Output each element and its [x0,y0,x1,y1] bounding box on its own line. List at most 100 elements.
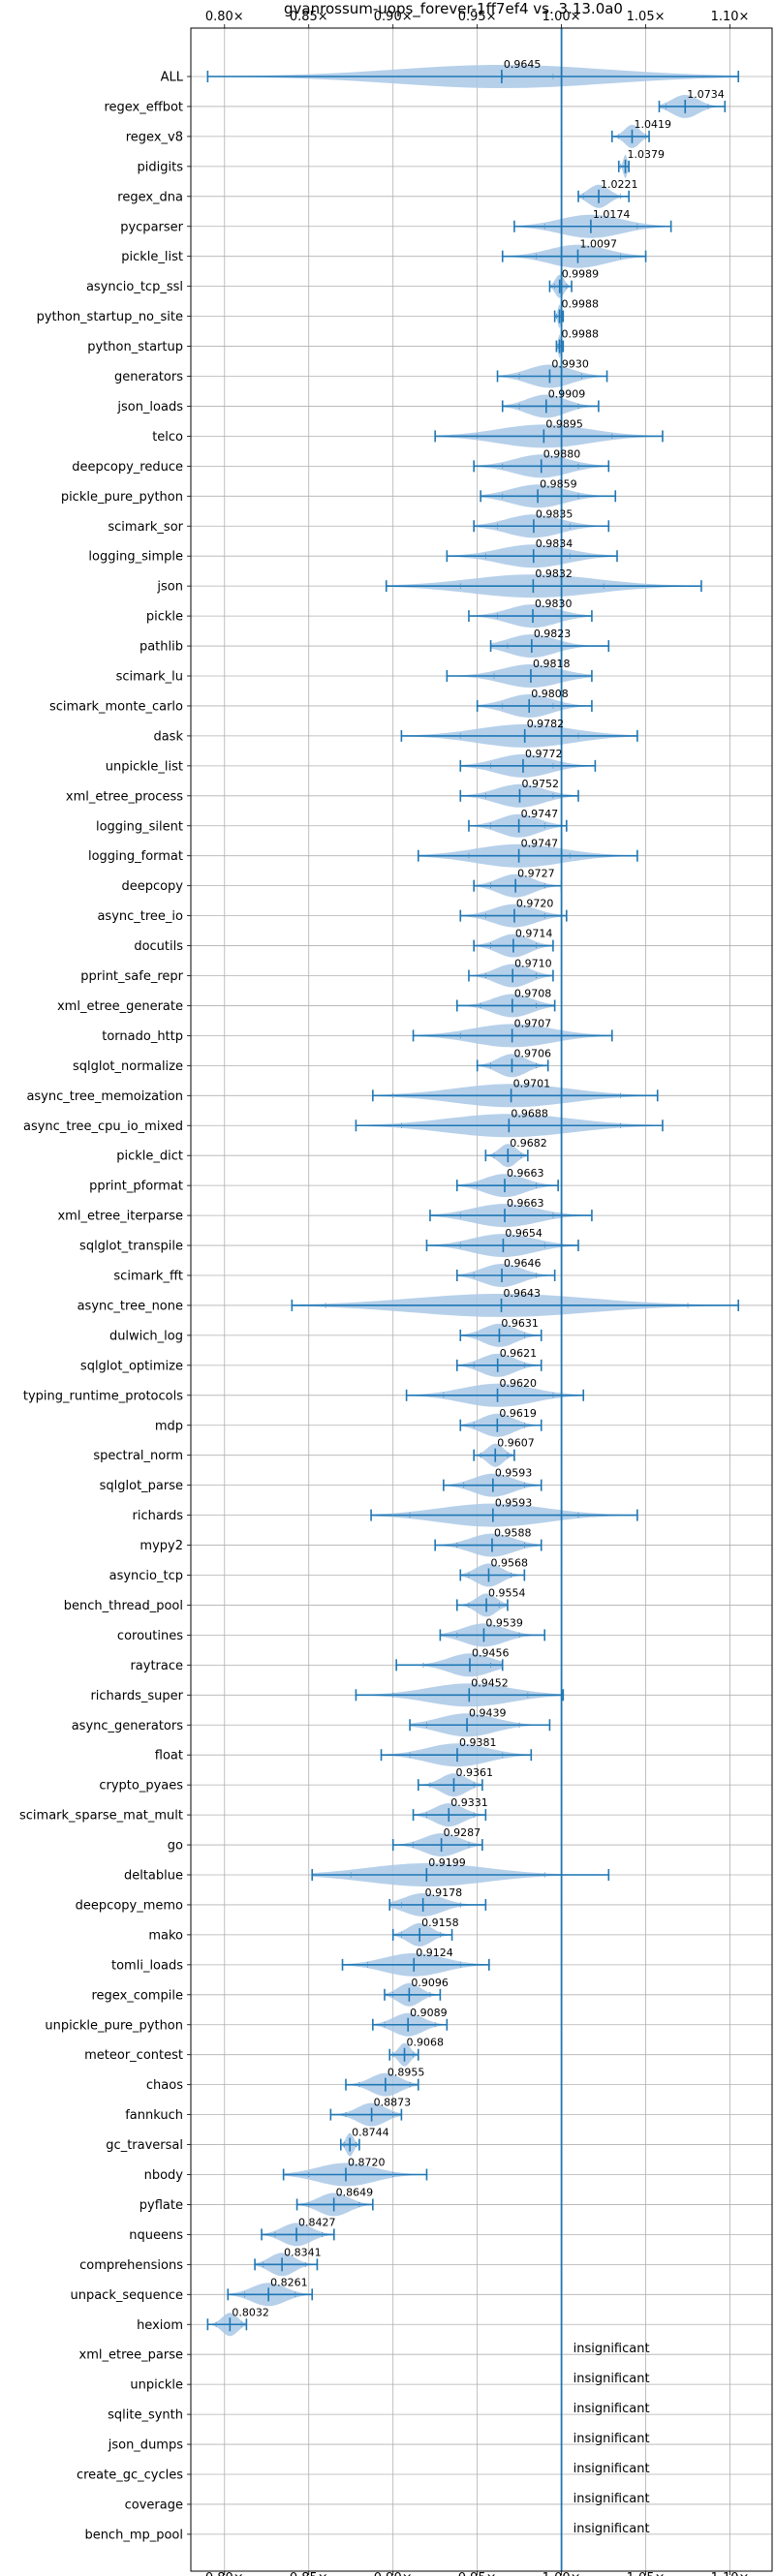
median-value-label: 0.9620 [500,1377,538,1390]
violins [206,65,740,2337]
benchmark-label: chaos [146,2078,183,2093]
benchmark-label: sqlglot_transpile [79,1240,183,1254]
benchmark-label: json [156,580,183,595]
median-value-label: 0.9068 [407,2037,445,2049]
median-value-label: 0.9708 [514,987,552,999]
benchmark-label: async_generators [72,1719,184,1733]
benchmark-label: pyflate [140,2198,183,2213]
benchmark-label: regex_compile [91,1988,183,2003]
x-tick-label-bottom: 1.00× [542,2571,581,2576]
benchmark-label: fannkuch [125,2108,183,2123]
benchmark-label: coverage [125,2498,183,2512]
insignificant-label: insignificant [574,2342,650,2356]
benchmark-label: python_startup [87,340,183,354]
benchmark-label: unpickle_pure_python [45,2018,183,2033]
median-value-label: 0.9381 [459,1736,497,1749]
x-tick-label-top: 0.80× [205,10,244,24]
median-value-label: 1.0419 [634,118,671,131]
benchmark-label: float [155,1749,183,1763]
insignificant-label: insignificant [574,2522,650,2536]
x-tick-label-top: 1.10× [711,10,750,24]
median-value-label: 0.9834 [536,537,574,550]
benchmark-label: async_tree_memoization [26,1089,183,1104]
median-value-label: 0.9988 [562,298,600,311]
benchmark-label: nqueens [129,2228,183,2243]
row-labels: ALL 0.9645 regex_effbot 1.0734 regex_v8 1.041… [19,58,725,2542]
benchmark-label: mypy2 [140,1539,183,1553]
axis-ticks: 0.80× 0.80× 0.85× 0.85× 0.90× 0.90× 0.95× 0.95×… [187,10,749,2576]
median-value-label: 1.0379 [628,148,666,161]
median-value-label: 0.9554 [488,1586,525,1599]
benchmark-label: spectral_norm [93,1449,183,1463]
insignificant-label: insignificant [574,2432,650,2446]
benchmark-label: dask [153,729,183,744]
median-value-label: 0.9701 [513,1077,551,1089]
benchmark-label: regex_dna [117,190,183,204]
median-value-label: 0.9830 [535,598,573,610]
plot-frame [190,27,773,2572]
benchmark-label: mdp [155,1419,183,1433]
median-value-label: 0.9835 [536,507,574,520]
benchmark-label: asyncio_tcp [109,1569,183,1583]
benchmark-label: ALL [161,71,184,85]
median-value-label: 0.9880 [543,447,581,460]
median-value-label: 0.9727 [517,868,555,880]
median-value-label: 0.8649 [336,2186,374,2198]
median-value-label: 1.0097 [579,238,617,251]
median-value-label: 0.9645 [504,58,542,71]
median-value-label: 0.9710 [514,958,552,970]
median-value-label: 0.9643 [504,1287,542,1300]
benchmark-label: async_tree_io [97,909,183,924]
median-value-label: 0.9747 [521,838,559,850]
median-value-label: 0.9593 [495,1497,532,1510]
median-value-label: 0.8427 [298,2216,336,2228]
median-value-label: 0.9682 [510,1137,547,1150]
median-value-label: 0.8744 [352,2127,389,2139]
median-value-label: 0.9752 [521,778,559,790]
benchmark-label: async_tree_none [78,1299,183,1313]
benchmark-label: richards_super [90,1689,183,1703]
benchmark-label: telco [152,430,183,445]
median-value-label: 0.9772 [525,748,563,760]
median-value-label: 0.9331 [450,1796,488,1809]
benchmark-label: pidigits [138,160,184,174]
benchmark-label: unpickle_list [106,759,183,774]
median-value-label: 0.9706 [513,1047,551,1059]
benchmark-label: comprehensions [79,2258,183,2273]
benchmark-label: bench_thread_pool [64,1599,183,1613]
benchmark-label: xml_etree_generate [57,999,183,1014]
benchmark-label: sqlglot_parse [100,1479,183,1493]
x-tick-label-top: 1.00× [542,10,581,24]
median-value-label: 0.9930 [551,358,589,371]
benchmark-label: pickle [146,610,183,625]
benchmark-label: pickle_dict [116,1150,183,1164]
median-value-label: 0.9588 [494,1527,532,1540]
median-value-label: 0.9909 [548,387,586,400]
benchmark-label: pathlib [140,640,183,655]
x-tick-label-bottom: 0.80× [205,2571,244,2576]
benchmark-label: coroutines [117,1629,183,1643]
median-value-label: 0.9439 [469,1706,506,1719]
median-value-label: 0.8261 [270,2276,308,2288]
median-value-label: 0.9663 [507,1167,544,1180]
benchmark-label: unpickle [130,2378,183,2393]
benchmark-label: typing_runtime_protocols [23,1389,183,1403]
benchmark-label: tornado_http [102,1029,183,1044]
median-value-label: 1.0734 [687,88,725,101]
median-value-label: 0.9539 [485,1616,523,1629]
benchmark-label: dulwich_log [109,1329,183,1343]
benchmark-label: xml_etree_process [66,789,183,804]
median-value-label: 0.9646 [504,1257,542,1270]
benchmark-label: meteor_contest [84,2048,183,2063]
x-tick-label-top: 0.90× [374,10,413,24]
median-value-label: 0.9096 [411,1977,449,1989]
benchmark-label: xml_etree_parse [79,2348,183,2363]
median-value-label: 0.9621 [500,1347,538,1360]
benchmark-label: hexiom [137,2318,183,2333]
benchmark-label: mako [148,1928,183,1943]
benchmark-label: asyncio_tcp_ssl [86,280,183,294]
x-tick-label-top: 1.05× [627,10,666,24]
benchmark-label: xml_etree_iterparse [57,1210,183,1224]
benchmark-label: scimark_lu [116,670,183,685]
